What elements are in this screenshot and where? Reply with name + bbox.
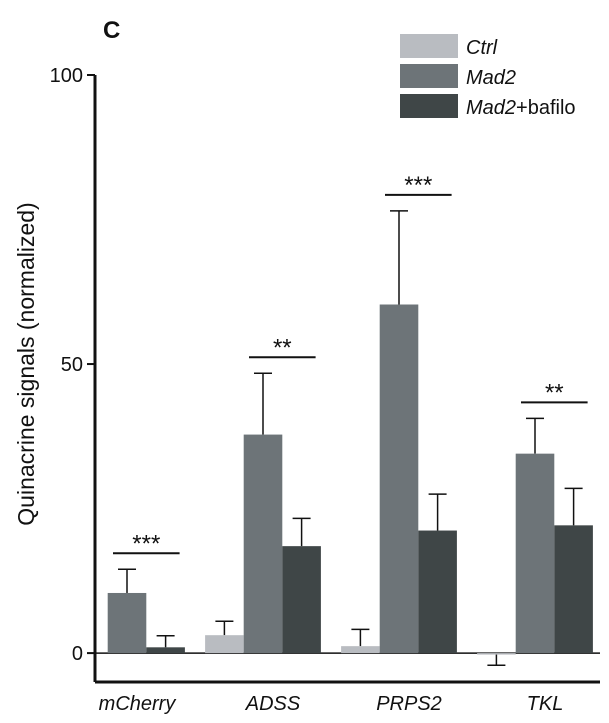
- error-bar: [156, 635, 175, 648]
- x-tick-label: TKL: [527, 693, 564, 715]
- bar: [379, 304, 419, 654]
- bar: [146, 647, 185, 654]
- x-tick-label: mCherry: [99, 693, 177, 715]
- y-tick-label: 100: [50, 65, 83, 87]
- error-bar: [428, 493, 447, 531]
- error-bar: [351, 628, 370, 647]
- error-bar: [292, 517, 311, 547]
- bar: [554, 525, 593, 654]
- significance-label: **: [545, 379, 564, 406]
- x-tick-label: ADSS: [245, 693, 301, 715]
- bar: [107, 592, 147, 654]
- error-bar: [390, 210, 408, 305]
- error-bar: [254, 372, 272, 435]
- legend-label: Ctrl: [466, 37, 498, 59]
- bar: [418, 530, 457, 654]
- legend-swatch: [400, 64, 458, 88]
- bar: [341, 646, 380, 654]
- y-tick-label: 0: [72, 643, 83, 665]
- y-tick-label: 50: [61, 354, 83, 376]
- y-axis-label: Quinacrine signals (normalized): [13, 202, 39, 525]
- legend-label: Mad2: [466, 67, 516, 89]
- error-bar: [215, 620, 234, 636]
- bar: [243, 434, 283, 654]
- legend-label: Mad2+bafilo: [466, 97, 576, 119]
- significance-label: ***: [404, 172, 432, 199]
- significance-label: ***: [132, 530, 160, 557]
- error-bar: [118, 568, 136, 593]
- bar: [477, 653, 516, 655]
- error-bar: [564, 487, 583, 526]
- bar: [515, 453, 555, 654]
- panel-label: C: [103, 17, 120, 44]
- legend-swatch: [400, 94, 458, 118]
- legend-swatch: [400, 34, 458, 58]
- significance-label: **: [273, 334, 292, 361]
- bar: [282, 546, 321, 654]
- x-tick-label: PRPS2: [376, 693, 442, 715]
- bar: [205, 635, 244, 654]
- error-bar: [526, 417, 544, 454]
- error-bar: [487, 653, 506, 666]
